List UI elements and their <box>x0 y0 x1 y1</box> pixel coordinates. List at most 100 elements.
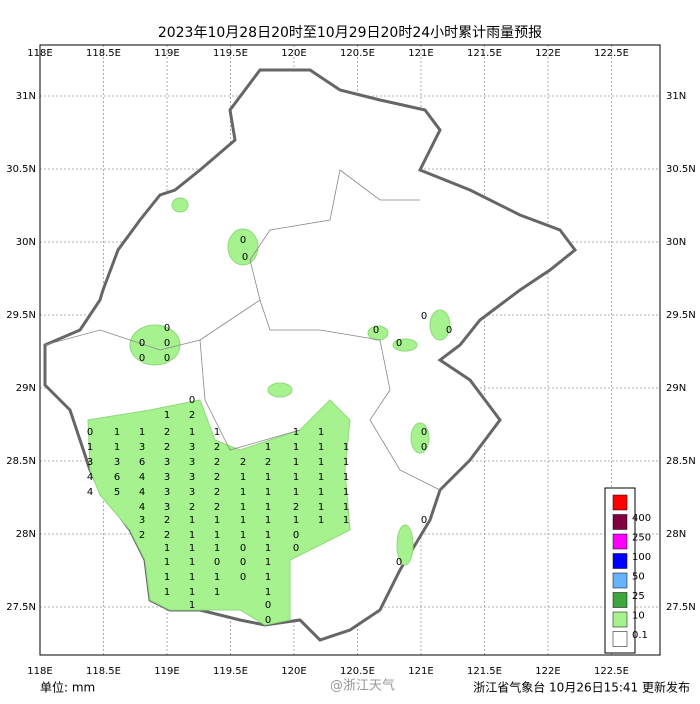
station-value: 1 <box>240 515 246 526</box>
station-value: 1 <box>214 587 220 598</box>
y-tick-label: 30.5N <box>6 164 36 175</box>
legend-label: 50 <box>632 572 645 583</box>
station-value: 3 <box>139 442 145 453</box>
station-value: 1 <box>214 530 220 541</box>
station-value: 2 <box>164 515 170 526</box>
station-value: 3 <box>164 502 170 513</box>
x-tick-label: 122E <box>535 666 560 677</box>
border <box>44 299 381 351</box>
station-value: 1 <box>265 572 271 583</box>
y-tick-label: 31N <box>666 91 686 102</box>
station-value: 1 <box>265 530 271 541</box>
station-value: 0 <box>293 530 299 541</box>
station-value: 0 <box>421 311 427 322</box>
station-value: 2 <box>214 487 220 498</box>
station-value: 1 <box>265 543 271 554</box>
station-value: 1 <box>214 515 220 526</box>
station-value: 2 <box>164 442 170 453</box>
station-value: 1 <box>293 472 299 483</box>
station-value: 1 <box>164 543 170 554</box>
station-value: 1 <box>189 543 195 554</box>
x-tick-label: 119.5E <box>213 48 248 59</box>
station-value: 0 <box>242 252 248 263</box>
legend-swatch <box>612 494 628 511</box>
issuer: 浙江省气象台 10月26日15:41 更新发布 <box>473 680 690 695</box>
x-tick-label: 119E <box>154 48 179 59</box>
y-tick-label: 28N <box>16 529 36 540</box>
station-value: 1 <box>189 572 195 583</box>
border <box>199 339 301 451</box>
station-value: 2 <box>189 410 195 421</box>
x-tick-label: 122.5E <box>594 48 629 59</box>
station-value: 1 <box>240 530 246 541</box>
title: 2023年10月28日20时至10月29日20时24小时累计雨量预报 <box>158 25 542 41</box>
y-tick-label: 28.5N <box>6 456 36 467</box>
station-value: 2 <box>164 427 170 438</box>
station-value: 0 <box>139 338 145 349</box>
legend-swatch <box>612 553 628 569</box>
y-tick-label: 27.5N <box>6 602 36 613</box>
border <box>369 339 441 491</box>
y-tick-label: 29.5N <box>666 310 696 321</box>
station-value: 3 <box>164 487 170 498</box>
y-tick-label: 29.5N <box>6 310 36 321</box>
station-value: 1 <box>343 487 349 498</box>
y-tick-label: 27.5N <box>666 602 696 613</box>
rain-areas <box>87 197 451 626</box>
legend-label: 100 <box>632 552 651 563</box>
station-value: 3 <box>189 472 195 483</box>
x-tick-label: 118E <box>27 666 52 677</box>
x-tick-label: 119.5E <box>213 666 248 677</box>
rain-area <box>171 197 189 213</box>
station-value: 6 <box>114 472 120 483</box>
station-value: 4 <box>139 472 145 483</box>
station-value: 2 <box>293 502 299 513</box>
station-value: 2 <box>214 472 220 483</box>
station-value: 1 <box>189 530 195 541</box>
x-tick-label: 121.5E <box>467 48 502 59</box>
x-tick-label: 120.5E <box>340 48 375 59</box>
x-tick-label: 118.5E <box>86 666 121 677</box>
station-value: 4 <box>139 487 145 498</box>
station-value: 0 <box>164 323 170 334</box>
legend-swatch <box>612 631 628 647</box>
unit: 单位: mm <box>40 680 95 695</box>
station-value: 2 <box>265 457 271 468</box>
y-tick-label: 28N <box>666 529 686 540</box>
station-value: 1 <box>189 557 195 568</box>
station-value: 0 <box>421 442 427 453</box>
legend-swatch <box>612 533 628 550</box>
station-value: 1 <box>318 515 324 526</box>
station-value: 1 <box>164 572 170 583</box>
legend-swatch <box>612 572 628 589</box>
station-value: 1 <box>293 457 299 468</box>
station-value: 0 <box>164 338 170 349</box>
station-value: 1 <box>139 427 145 438</box>
y-tick-label: 29N <box>16 383 36 394</box>
station-value: 3 <box>189 457 195 468</box>
rain-area <box>129 324 181 366</box>
legend-swatch <box>612 611 628 628</box>
legend-label: 25 <box>632 591 645 602</box>
station-value: 1 <box>265 515 271 526</box>
station-value: 2 <box>164 530 170 541</box>
x-tick-label: 122.5E <box>594 666 629 677</box>
station-value: 1 <box>343 515 349 526</box>
station-value: 0 <box>421 515 427 526</box>
x-tick-label: 122E <box>535 48 560 59</box>
station-value: 0 <box>421 427 427 438</box>
station-value: 1 <box>164 587 170 598</box>
station-value: 1 <box>164 410 170 421</box>
station-value: 1 <box>343 442 349 453</box>
legend-swatch <box>612 592 628 608</box>
x-tick-label: 120E <box>281 666 306 677</box>
station-value: 6 <box>139 457 145 468</box>
station-value: 5 <box>114 487 120 498</box>
rain-area <box>227 228 259 266</box>
y-tick-label: 29N <box>666 383 686 394</box>
station-value: 1 <box>343 502 349 513</box>
station-value: 1 <box>265 502 271 513</box>
x-tick-label: 118.5E <box>86 48 121 59</box>
rain-area <box>392 338 418 352</box>
